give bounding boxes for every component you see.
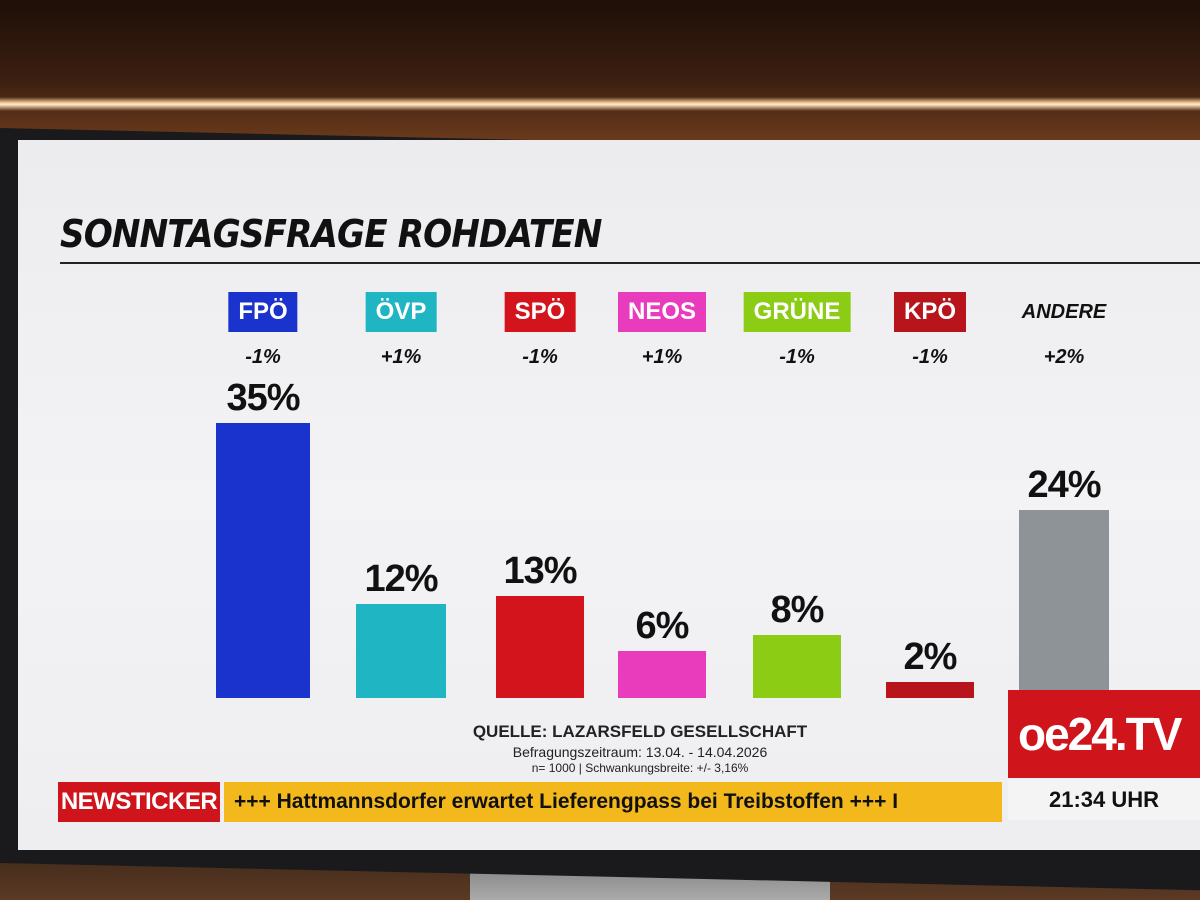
led-light-strip xyxy=(0,97,1200,111)
title-divider xyxy=(60,262,1200,264)
bar xyxy=(618,650,706,698)
news-ticker: NEWSTICKER +++ Hattmannsdorfer erwartet … xyxy=(58,782,1002,822)
change-label: -1% xyxy=(245,346,281,368)
party-label: SPÖ xyxy=(504,292,576,332)
bar xyxy=(1019,509,1109,698)
chart-title: SONNTAGSFRAGE ROHDATEN xyxy=(60,212,602,256)
change-label: -1% xyxy=(912,346,948,368)
bar xyxy=(886,682,974,698)
value-label: 24% xyxy=(1027,463,1101,506)
source-line: QUELLE: LAZARSFELD GESELLSCHAFT xyxy=(472,722,808,741)
wall-background xyxy=(0,0,1200,140)
tv-screen xyxy=(18,140,1200,850)
ticker-text: +++ Hattmannsdorfer erwartet Lieferengpa… xyxy=(224,782,1002,822)
bar xyxy=(216,423,310,698)
party-label: GRÜNE xyxy=(743,292,851,332)
value-label: 13% xyxy=(503,549,577,592)
change-label: +1% xyxy=(641,346,683,368)
change-label: +2% xyxy=(1043,346,1085,368)
value-label: 6% xyxy=(635,604,690,647)
clock: 21:34 UHR xyxy=(1008,780,1200,820)
survey-period: Befragungszeitraum: 13.04. - 14.04.2026 xyxy=(512,744,768,760)
sample-info: n= 1000 | Schwankungsbreite: +/- 3,16% xyxy=(531,761,749,775)
party-label: ANDERE xyxy=(1021,301,1107,323)
value-label: 12% xyxy=(364,557,438,600)
value-label: 8% xyxy=(770,589,825,632)
bar xyxy=(753,635,841,698)
source-block: QUELLE: LAZARSFELD GESELLSCHAFT Befragun… xyxy=(460,722,820,775)
bar xyxy=(496,595,584,698)
party-label: FPÖ xyxy=(228,292,298,332)
change-label: -1% xyxy=(779,346,815,368)
party-label: ÖVP xyxy=(365,292,437,332)
value-label: 2% xyxy=(903,636,958,679)
party-label: KPÖ xyxy=(893,292,967,332)
party-label: NEOS xyxy=(617,292,707,332)
change-label: +1% xyxy=(380,346,422,368)
change-label: -1% xyxy=(522,346,558,368)
bar xyxy=(356,603,446,698)
ticker-label: NEWSTICKER xyxy=(58,782,220,822)
channel-logo: oe24.TV xyxy=(1008,690,1200,778)
value-label: 35% xyxy=(226,377,300,420)
